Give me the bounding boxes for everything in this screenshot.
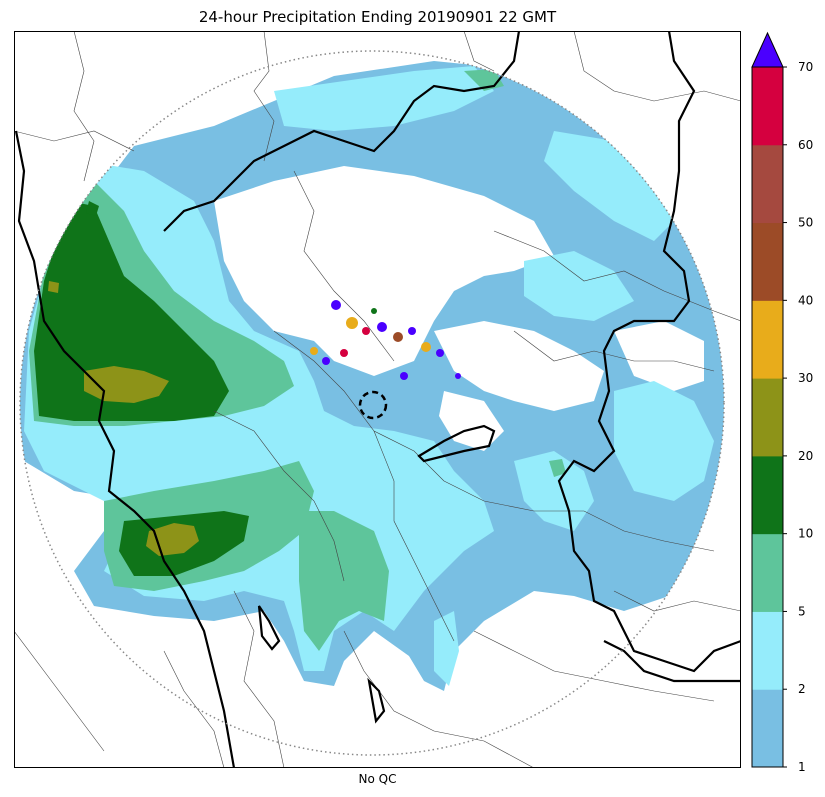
colorbar-tick-label: 10 bbox=[798, 527, 813, 541]
colorbar-bin bbox=[752, 378, 783, 457]
chart-title: 24-hour Precipitation Ending 20190901 22… bbox=[198, 8, 557, 26]
colorbar-bin bbox=[752, 144, 783, 224]
colorbar-tick-label: 2 bbox=[798, 682, 806, 696]
clutter-cell bbox=[362, 327, 370, 335]
colorbar-tick-label: 50 bbox=[798, 216, 813, 230]
chart-subtitle: No QC bbox=[358, 772, 397, 786]
clutter-cell bbox=[331, 300, 341, 310]
colorbar-frame bbox=[751, 66, 784, 768]
clutter-cell bbox=[436, 349, 444, 357]
colorbar-bin bbox=[752, 689, 783, 768]
clutter-cell bbox=[322, 357, 330, 365]
clutter-cell bbox=[455, 373, 461, 379]
clutter-cell bbox=[393, 332, 403, 342]
map-frame bbox=[14, 31, 741, 768]
colorbar-tick-label: 40 bbox=[798, 293, 813, 307]
clutter-hotspots bbox=[310, 300, 461, 380]
clutter-cell bbox=[400, 372, 408, 380]
colorbar-tick-label: 1 bbox=[798, 760, 806, 772]
national-borders bbox=[14, 31, 741, 768]
colorbar-bin bbox=[752, 533, 783, 612]
radar-site-marker bbox=[358, 390, 388, 420]
precip-dry-area bbox=[214, 166, 704, 451]
clutter-cell bbox=[310, 347, 318, 355]
colorbar-bin bbox=[752, 611, 783, 690]
clutter-cell bbox=[340, 349, 348, 357]
clutter-cell bbox=[421, 342, 431, 352]
colorbar-tick-label: 30 bbox=[798, 371, 813, 385]
colorbar-bin bbox=[752, 300, 783, 379]
colorbar-bins bbox=[751, 31, 784, 768]
colorbar-tick-label: 5 bbox=[798, 604, 806, 618]
admin-boundaries bbox=[14, 31, 741, 768]
range-ring bbox=[19, 50, 725, 756]
clutter-cell bbox=[371, 308, 377, 314]
colorbar-bin bbox=[752, 67, 783, 146]
colorbar-tick-label: 70 bbox=[798, 60, 813, 74]
colorbar-extend-max bbox=[751, 31, 784, 68]
precipitation-map bbox=[14, 31, 741, 768]
colorbar-tick-label: 20 bbox=[798, 449, 813, 463]
clutter-cell bbox=[377, 322, 387, 332]
colorbar-bin bbox=[752, 222, 783, 301]
colorbar-tick-label: 60 bbox=[798, 138, 813, 152]
colorbar: 1 2 5 10 20 30 40 50 60 70 bbox=[751, 31, 813, 772]
clutter-cell bbox=[408, 327, 416, 335]
colorbar-ticks: 1 2 5 10 20 30 40 50 60 70 bbox=[783, 60, 813, 772]
colorbar-bin bbox=[752, 455, 783, 535]
clutter-cell bbox=[346, 317, 358, 329]
